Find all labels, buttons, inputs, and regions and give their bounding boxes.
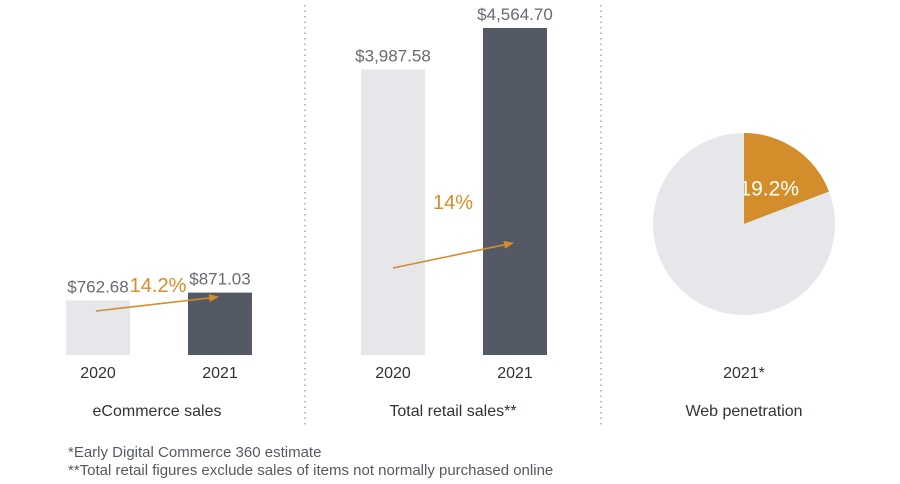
footnote-retail: **Total retail figures exclude sales of … (68, 462, 554, 479)
value-label-2-2021: $4,564.70 (477, 5, 553, 24)
panel-title-3: Web penetration (685, 403, 802, 420)
growth-label-2: 14% (433, 192, 473, 214)
growth-arrow-2 (392, 240, 514, 269)
pie-category-label: 2021* (723, 365, 765, 382)
pie-slice-1 (744, 133, 830, 224)
footnote-estimate: *Early Digital Commerce 360 estimate (68, 444, 322, 461)
pie-slice-label-1: 19.2% (739, 177, 799, 200)
value-label-1-2021: $871.03 (189, 270, 250, 289)
bar-1-2020 (66, 300, 130, 355)
value-label-1-2020: $762.68 (67, 277, 128, 296)
panel-title-2: Total retail sales** (389, 403, 516, 420)
pie-slice-2 (653, 133, 836, 316)
bar-1-2021 (188, 292, 252, 355)
value-label-2-2020: $3,987.58 (355, 46, 431, 65)
x-tick-label-1-2021: 2021 (202, 365, 238, 382)
x-tick-label-2-2020: 2020 (375, 365, 411, 382)
x-tick-label-1-2020: 2020 (80, 365, 116, 382)
bar-2-2021 (483, 28, 547, 355)
panel-title-1: eCommerce sales (93, 403, 222, 420)
growth-label-1: 14.2% (130, 275, 187, 297)
growth-arrow-1 (95, 294, 219, 312)
x-tick-label-2-2021: 2021 (497, 365, 533, 382)
bar-2-2020 (361, 69, 425, 356)
